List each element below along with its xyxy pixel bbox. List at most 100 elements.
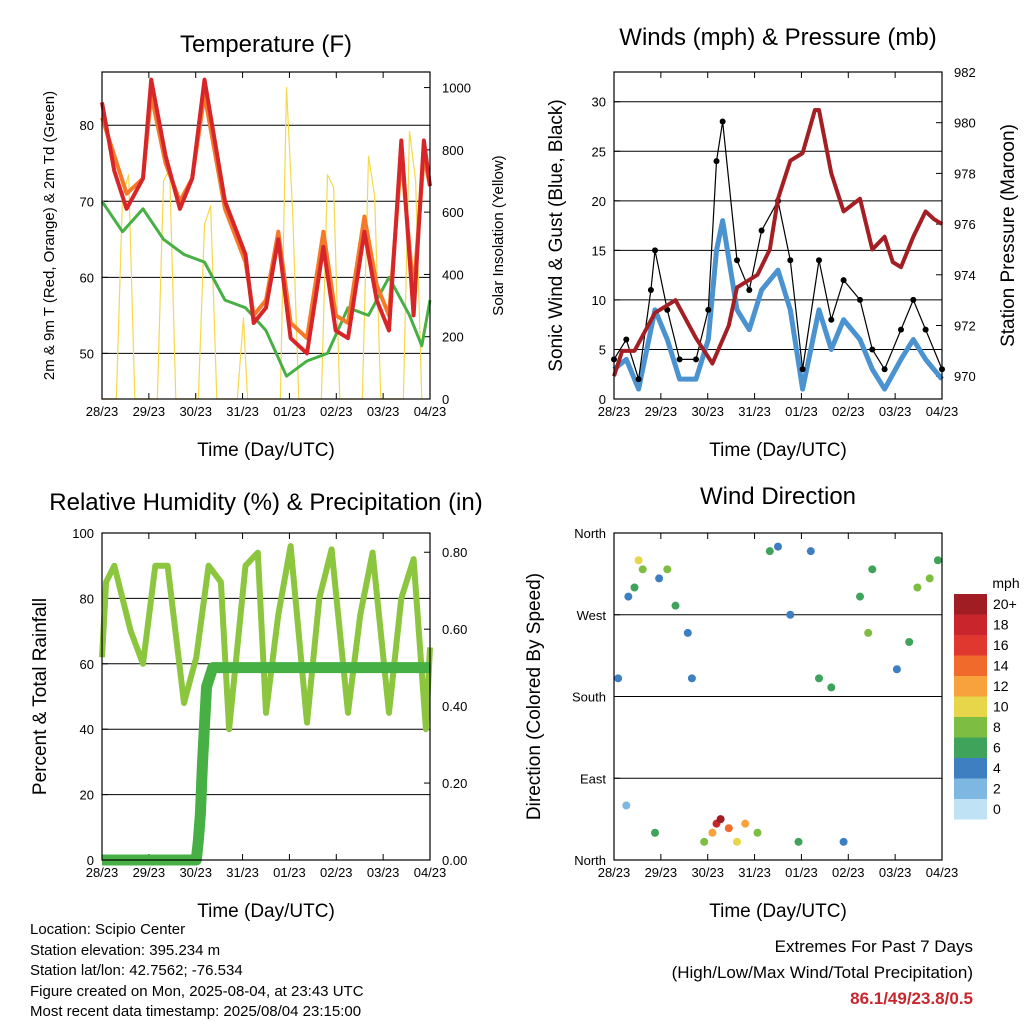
y-axis-label: Sonic Wind & Gust (Blue, Black)	[546, 99, 567, 371]
plot-frame	[613, 532, 943, 861]
plot-frame	[613, 71, 943, 400]
direction-point	[634, 556, 643, 565]
y-tick-label: 20	[80, 788, 94, 803]
y-tick-label: 60	[80, 270, 94, 285]
gust-point	[869, 346, 876, 353]
direction-point	[700, 837, 709, 846]
gust-point	[652, 247, 658, 254]
y2-tick-label: 600	[442, 205, 464, 220]
extremes-value: 86.1/49/23.8/0.5	[850, 989, 973, 1008]
direction-point	[753, 828, 762, 837]
location-text: Location: Scipio Center	[30, 921, 186, 938]
gust-point	[816, 257, 822, 264]
gust-point	[676, 356, 683, 363]
direction-point	[638, 565, 647, 574]
x-tick-label: 04/23	[414, 865, 447, 880]
plot-frame	[101, 71, 431, 400]
direction-point	[892, 665, 901, 674]
gust-point	[881, 366, 888, 373]
direction-point	[933, 556, 942, 565]
dewpoint-series	[100, 200, 432, 378]
direction-point	[716, 815, 725, 824]
colorbar-label: 14	[993, 658, 1009, 674]
direction-point	[630, 583, 639, 592]
gust-point	[787, 257, 794, 264]
colorbar-swatch	[954, 717, 987, 738]
colorbar-swatch	[954, 655, 987, 676]
colorbar-swatch	[954, 737, 987, 758]
gust-point	[713, 158, 720, 165]
y2-tick-label: 0	[442, 392, 449, 407]
gust-point	[635, 376, 642, 383]
direction-point	[724, 824, 733, 833]
panel-title: Relative Humidity (%) & Precipitation (i…	[49, 489, 482, 516]
y-tick-label: 10	[592, 293, 606, 308]
y-tick-label: 20	[592, 194, 606, 209]
y-tick-label: 15	[592, 243, 606, 258]
direction-point	[815, 674, 823, 683]
y2-tick-label: 400	[442, 267, 464, 282]
colorbar-swatch	[954, 758, 987, 779]
x-tick-label: 30/23	[691, 865, 724, 880]
colorbar-swatch	[954, 676, 987, 697]
direction-point	[624, 592, 633, 601]
y2-tick-label: 1000	[442, 81, 471, 96]
gust-point	[840, 277, 847, 284]
y-tick-label: 50	[80, 346, 94, 361]
extremes-box: Extremes For Past 7 Days (High/Low/Max W…	[672, 934, 973, 1012]
x-tick-label: 02/23	[832, 865, 865, 880]
y-tick-label: 80	[80, 591, 94, 606]
colorbar-label: 12	[993, 678, 1009, 694]
y2-tick-label: 970	[954, 369, 976, 384]
x-axis-label: Time (Day/UTC)	[197, 901, 335, 922]
y-tick-label: 100	[72, 526, 94, 541]
y2-tick-label: 972	[954, 318, 976, 333]
direction-point	[651, 828, 659, 837]
x-tick-label: 28/23	[86, 404, 119, 419]
x-tick-label: 01/23	[785, 865, 818, 880]
direction-point	[655, 574, 664, 583]
colorbar-label: 20+	[993, 596, 1017, 612]
x-tick-label: 01/23	[785, 404, 818, 419]
colorbar-label: 16	[993, 637, 1009, 653]
panel-title: Winds (mph) & Pressure (mb)	[619, 24, 936, 51]
plot-frame	[101, 532, 431, 861]
gust-point	[693, 356, 699, 363]
gust-point	[828, 316, 835, 323]
gust-point	[898, 326, 904, 333]
gust-point	[734, 257, 740, 264]
x-tick-label: 29/23	[645, 404, 678, 419]
y2-tick-label: 0.00	[442, 853, 467, 868]
x-tick-label: 31/23	[738, 404, 771, 419]
colorbar-label: 18	[993, 617, 1009, 633]
x-tick-label: 02/23	[320, 404, 353, 419]
rh-series	[99, 543, 433, 733]
x-tick-label: 02/23	[320, 865, 353, 880]
precip-series	[102, 662, 430, 866]
x-tick-label: 29/23	[133, 865, 166, 880]
y2-tick-label: 0.60	[442, 622, 467, 637]
elevation-text: Station elevation: 395.234 m	[30, 941, 221, 959]
colorbar-label: 0	[993, 801, 1001, 817]
direction-point	[806, 547, 815, 556]
gust-point	[746, 287, 753, 293]
direction-point	[741, 819, 750, 828]
y2-tick-label: 200	[442, 330, 464, 345]
x-axis-label: Time (Day/UTC)	[197, 440, 335, 461]
x-tick-label: 03/23	[367, 865, 400, 880]
direction-point	[905, 638, 914, 646]
y-tick-label: South	[572, 690, 606, 705]
extremes-subtitle: (High/Low/Max Wind/Total Precipitation)	[671, 963, 973, 982]
x-axis-label: Time (Day/UTC)	[709, 901, 847, 922]
solar-series	[102, 86, 423, 400]
gust-point	[623, 336, 630, 343]
colorbar-swatch	[954, 635, 987, 656]
direction-point	[671, 601, 680, 610]
direction-point	[687, 674, 696, 683]
y-tick-label: North	[574, 526, 606, 541]
gust-point	[758, 227, 765, 234]
latlon-text: Station lat/lon: 42.7562; -76.534	[30, 962, 243, 979]
colorbar-title: mph	[992, 575, 1019, 591]
colorbar-label: 6	[993, 740, 1001, 756]
